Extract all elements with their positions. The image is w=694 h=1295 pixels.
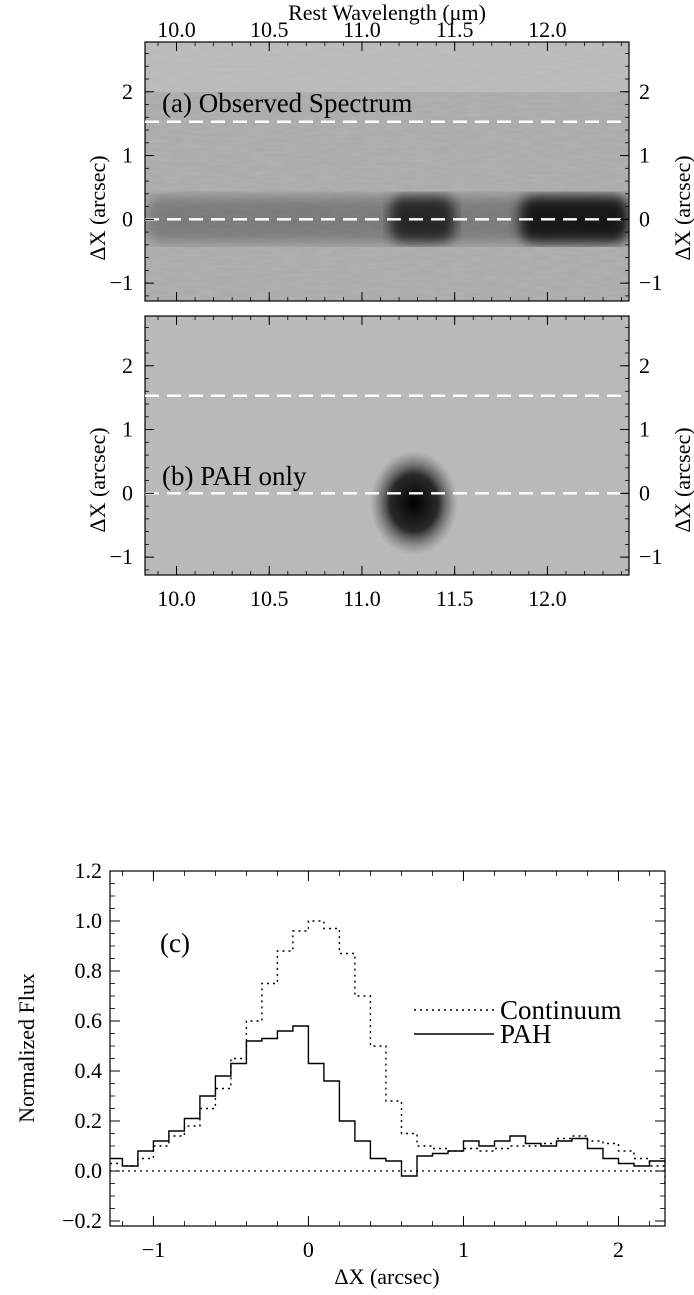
x-tick-label-top: 10.5	[250, 17, 289, 42]
y-tick-label-right: 2	[639, 79, 650, 104]
panel-a-dashed-lines	[145, 120, 629, 221]
panel-c-series	[110, 920, 666, 1184]
panel-b-ticks: 10.0 10.5 11.0 11.5 12.0 −1 −1 0 0 1 1 2 2	[110, 316, 662, 611]
panel-a-label: (a) Observed Spectrum	[162, 88, 412, 118]
y-tick-label-right: 2	[639, 353, 650, 378]
x-tick-label-bottom: 11.0	[343, 586, 381, 611]
y-tick-label: 0.8	[75, 958, 103, 983]
panel-b-label: (b) PAH only	[162, 461, 307, 491]
y-tick-label-left: −1	[110, 270, 133, 295]
x-tick-label-top: 11.0	[343, 17, 381, 42]
y-tick-label: 1.2	[75, 858, 103, 883]
x-tick-label-bottom: 10.5	[250, 586, 289, 611]
x-tick-label: −1	[142, 1237, 165, 1262]
y-tick-label-left: 0	[122, 480, 133, 505]
x-tick-label-bottom: 10.0	[157, 586, 196, 611]
y-tick-label-right: −1	[639, 270, 662, 295]
y-tick-label-left: −1	[110, 544, 133, 569]
y-tick-label: 0.4	[75, 1058, 103, 1083]
legend-continuum-label: Continuum	[500, 995, 622, 1025]
legend-pah-label: PAH	[500, 1019, 552, 1049]
y-tick-label-right: 0	[639, 206, 650, 231]
legend: Continuum PAH	[414, 995, 622, 1049]
panel-a-image	[145, 42, 629, 301]
panel-c-x-axis-label: ΔX (arcsec)	[334, 1264, 439, 1289]
panel-c-ticks: −1 0 1 2 −0.2 0.0 0.2 0.4 0.6 0.8 1.0 1.2	[62, 858, 665, 1262]
panel-a-y-axis-label-left: ΔX (arcsec)	[85, 155, 110, 260]
y-tick-label-left: 0	[122, 206, 133, 231]
panel-b-pah-only: 10.0 10.5 11.0 11.5 12.0 −1 −1 0 0 1 1 2 2 (b) PAH o…	[85, 315, 694, 611]
y-tick-label-right: 1	[639, 417, 650, 442]
x-tick-label: 2	[613, 1237, 624, 1262]
panel-a-ticks: 10.0 10.5 11.0 11.5 12.0 −1 −1 0 0 1 1 2 2	[110, 17, 662, 301]
y-tick-label: 0.6	[75, 1008, 103, 1033]
panel-b-frame	[144, 315, 630, 576]
pah-emission-blob-0	[369, 450, 458, 555]
panel-c-profile: −1 0 1 2 −0.2 0.0 0.2 0.4 0.6 0.8 1.0 1.2 (c) ΔX (a…	[14, 858, 666, 1289]
panel-b-y-axis-label-right: ΔX (arcsec)	[670, 427, 694, 532]
y-tick-label-right: −1	[639, 544, 662, 569]
panel-b-y-axis-label-left: ΔX (arcsec)	[85, 427, 110, 532]
y-tick-label-right: 1	[639, 143, 650, 168]
y-tick-label: 1.0	[75, 908, 103, 933]
top-x-axis-label: Rest Wavelength (μm)	[288, 0, 486, 25]
x-tick-label-top: 10.0	[157, 17, 196, 42]
x-tick-label: 0	[303, 1237, 314, 1262]
y-tick-label-left: 2	[122, 79, 133, 104]
panel-a-y-axis-label-right: ΔX (arcsec)	[670, 155, 694, 260]
x-tick-label-bottom: 11.5	[436, 586, 474, 611]
y-tick-label: −0.2	[62, 1208, 102, 1233]
panel-b-image	[145, 316, 629, 575]
y-tick-label: 0.0	[75, 1158, 103, 1183]
x-tick-label-top: 12.0	[528, 17, 567, 42]
panel-b-dashed-lines	[145, 394, 629, 495]
y-tick-label-left: 2	[122, 353, 133, 378]
y-tick-label-left: 1	[122, 143, 133, 168]
panel-c-frame	[109, 870, 666, 1227]
x-tick-label: 1	[458, 1237, 469, 1262]
series-pah-line	[110, 1025, 666, 1177]
panel-c-label: (c)	[160, 928, 190, 958]
x-tick-label-bottom: 12.0	[528, 586, 567, 611]
panel-a-frame	[144, 41, 630, 302]
panel-a-observed-spectrum: 10.0 10.5 11.0 11.5 12.0 −1 −1 0 0 1 1 2 2 (a) Obser…	[85, 0, 694, 302]
y-tick-label-left: 1	[122, 417, 133, 442]
y-tick-label-right: 0	[639, 480, 650, 505]
panel-c-y-axis-label: Normalized Flux	[14, 973, 39, 1123]
y-tick-label: 0.2	[75, 1108, 103, 1133]
x-tick-label-top: 11.5	[436, 17, 474, 42]
